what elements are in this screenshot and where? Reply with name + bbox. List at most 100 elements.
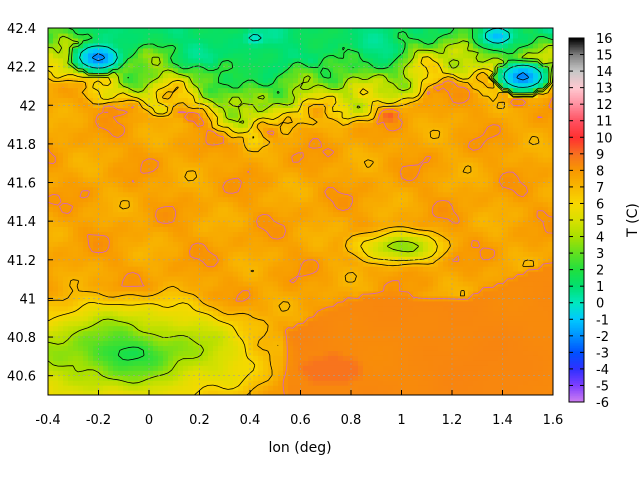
heatmap-cell (248, 285, 254, 292)
heatmap-cell (153, 375, 159, 381)
heatmap-cell (288, 226, 294, 232)
heatmap-cell (513, 196, 519, 203)
heatmap-cell (253, 345, 259, 351)
heatmap-cell (458, 266, 464, 272)
heatmap-cell (473, 246, 479, 252)
heatmap-cell (128, 340, 134, 347)
heatmap-cell (323, 196, 329, 203)
heatmap-cell (443, 181, 449, 188)
heatmap-cell (73, 151, 79, 158)
heatmap-cell (363, 340, 369, 347)
heatmap-cell (343, 261, 349, 267)
heatmap-cell (468, 181, 474, 188)
heatmap-cell (283, 335, 289, 342)
heatmap-cell (533, 310, 539, 317)
heatmap-cell (53, 355, 59, 361)
heatmap-cell (443, 355, 449, 361)
heatmap-cell (253, 211, 259, 218)
heatmap-cell (383, 280, 389, 287)
heatmap-cell (168, 300, 174, 307)
heatmap-cell (378, 290, 384, 297)
heatmap-cell (358, 201, 364, 208)
heatmap-cell (508, 246, 514, 252)
heatmap-cell (288, 246, 294, 252)
heatmap-cell (93, 266, 99, 272)
heatmap-cell (88, 251, 94, 257)
heatmap-cell (498, 370, 504, 376)
heatmap-cells (48, 28, 553, 395)
heatmap-cell (408, 285, 414, 292)
heatmap-cell (48, 256, 54, 262)
heatmap-cell (458, 335, 464, 342)
heatmap-cell (93, 256, 99, 262)
heatmap-cell (73, 370, 79, 376)
heatmap-cell (518, 161, 524, 168)
heatmap-cell (438, 315, 444, 322)
heatmap-cell (528, 325, 534, 332)
heatmap-cell (88, 261, 94, 267)
heatmap-cell (503, 300, 509, 307)
heatmap-cell (438, 191, 444, 198)
heatmap-cell (313, 221, 319, 227)
heatmap-cell (183, 275, 189, 282)
heatmap-cell (283, 246, 289, 252)
heatmap-cell (213, 156, 219, 163)
heatmap-cell (328, 211, 334, 218)
heatmap-cell (483, 196, 489, 203)
heatmap-cell (358, 181, 364, 188)
heatmap-cell (183, 295, 189, 302)
heatmap-cell (488, 201, 494, 208)
heatmap-cell (83, 181, 89, 188)
heatmap-cell (118, 196, 124, 203)
heatmap-cell (143, 285, 149, 292)
heatmap-cell (328, 161, 334, 168)
heatmap-cell (328, 380, 334, 386)
heatmap-cell (213, 166, 219, 173)
heatmap-cell (163, 370, 169, 376)
heatmap-cell (543, 176, 549, 183)
heatmap-cell (333, 156, 339, 163)
heatmap-cell (268, 275, 274, 282)
heatmap-cell (153, 310, 159, 317)
heatmap-cell (518, 251, 524, 257)
heatmap-cell (543, 375, 549, 381)
heatmap-cell (258, 340, 264, 347)
heatmap-cell (168, 330, 174, 337)
heatmap-cell (363, 335, 369, 342)
heatmap-cell (218, 241, 224, 247)
heatmap-cell (248, 246, 254, 252)
heatmap-cell (383, 251, 389, 257)
heatmap-cell (238, 211, 244, 218)
heatmap-cell (118, 330, 124, 337)
heatmap-cell (378, 350, 384, 356)
heatmap-cell (413, 280, 419, 287)
heatmap-cell (403, 310, 409, 317)
heatmap-cell (113, 285, 119, 292)
heatmap-cell (48, 211, 54, 218)
heatmap-cell (118, 191, 124, 198)
heatmap-cell (303, 315, 309, 322)
heatmap-cell (453, 295, 459, 302)
heatmap-cell (68, 375, 74, 381)
heatmap-cell (323, 156, 329, 163)
heatmap-cell (353, 290, 359, 297)
heatmap-cell (253, 385, 259, 391)
heatmap-cell (213, 147, 219, 153)
heatmap-cell (443, 280, 449, 287)
heatmap-cell (328, 385, 334, 391)
heatmap-cell (68, 186, 74, 193)
heatmap-cell (333, 340, 339, 347)
heatmap-cell (448, 216, 454, 223)
heatmap-cell (498, 191, 504, 198)
heatmap-cell (273, 375, 279, 381)
heatmap-cell (263, 285, 269, 292)
heatmap-cell (248, 251, 254, 257)
heatmap-cell (428, 231, 434, 237)
heatmap-cell (328, 350, 334, 356)
heatmap-cell (243, 171, 249, 178)
heatmap-cell (68, 365, 74, 371)
heatmap-cell (398, 305, 404, 312)
heatmap-cell (263, 360, 269, 366)
heatmap-cell (73, 305, 79, 312)
heatmap-cell (228, 300, 234, 307)
